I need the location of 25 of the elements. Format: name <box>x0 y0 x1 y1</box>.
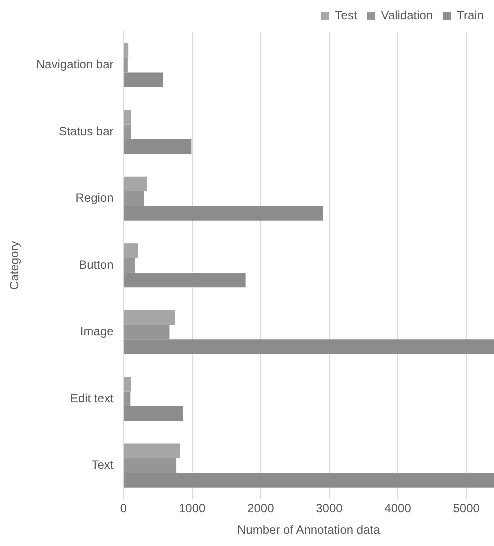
x-tick-label: 0 <box>120 502 128 516</box>
y-tick-label: Status bar <box>59 124 114 138</box>
bar <box>124 377 132 392</box>
bar <box>124 110 132 125</box>
legend-label: Test <box>335 8 358 22</box>
y-tick-label: Edit text <box>70 391 114 406</box>
y-tick-label: Image <box>80 324 114 339</box>
y-axis-title: Category <box>8 241 22 290</box>
x-axis-title: Number of Annotation data <box>238 523 381 538</box>
bar <box>124 310 176 325</box>
bar <box>124 244 138 258</box>
bar <box>124 444 180 458</box>
bar <box>124 176 148 192</box>
y-tick-label: Navigation bar <box>36 58 114 72</box>
y-tick-label: Button <box>79 258 114 272</box>
bar <box>124 43 129 58</box>
x-tick-label: 5000 <box>453 502 480 516</box>
x-tick-label: 4000 <box>384 502 412 516</box>
y-tick-label: Text <box>92 458 114 472</box>
y-tick-label: Region <box>76 191 114 206</box>
x-tick-label: 3000 <box>316 502 344 516</box>
x-tick-label: 1000 <box>178 502 206 516</box>
legend-label: Validation <box>381 8 434 22</box>
legend-label: Train <box>457 8 484 22</box>
x-tick-label: 2000 <box>248 502 275 516</box>
